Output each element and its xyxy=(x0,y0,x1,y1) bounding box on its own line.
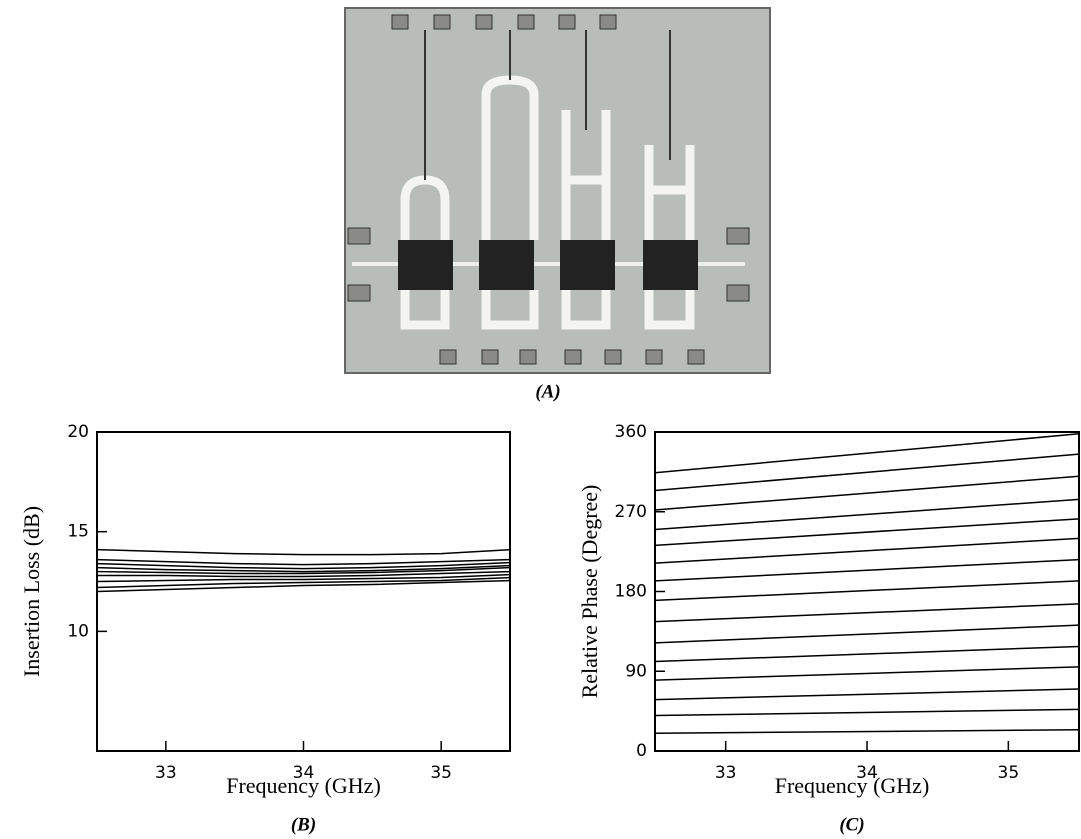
series-line xyxy=(654,666,1080,681)
y-tick-label: 360 xyxy=(615,422,647,442)
series-line xyxy=(96,558,511,566)
y-tick-label: 20 xyxy=(67,422,89,442)
plot-frame xyxy=(96,431,511,752)
series-line xyxy=(654,645,1080,663)
photo-caption: (A) xyxy=(535,381,560,402)
chip-photo xyxy=(344,7,771,374)
x-axis-title: Frequency (GHz) xyxy=(775,773,930,798)
x-axis-title: Frequency (GHz) xyxy=(226,773,381,798)
series-line xyxy=(654,580,1080,602)
series-line xyxy=(654,558,1080,582)
x-tick-label: 34 xyxy=(856,763,878,783)
x-tick-label: 35 xyxy=(998,763,1020,783)
x-tick-label: 34 xyxy=(293,763,315,783)
series-line xyxy=(654,433,1080,474)
series-line xyxy=(654,453,1080,492)
series-line xyxy=(96,564,511,573)
y-axis-title: Insertion Loss (dB) xyxy=(19,506,44,677)
x-tick-label: 33 xyxy=(715,763,737,783)
x-tick-label: 35 xyxy=(430,763,452,783)
y-tick-label: 270 xyxy=(615,502,647,522)
series-line xyxy=(96,579,511,593)
y-tick-label: 180 xyxy=(615,582,647,602)
chart-caption: (C) xyxy=(839,814,864,835)
series-line xyxy=(97,570,511,578)
series-line xyxy=(96,566,511,575)
y-tick-label: 15 xyxy=(67,522,89,542)
y-tick-label: 90 xyxy=(625,661,647,681)
series-line xyxy=(654,728,1080,735)
y-axis-title: Relative Phase (Degree) xyxy=(577,485,602,699)
series-line xyxy=(654,624,1080,644)
series-line xyxy=(654,688,1080,701)
x-tick-label: 33 xyxy=(155,763,177,783)
series-line xyxy=(654,518,1080,547)
series-line xyxy=(96,573,511,583)
series-line xyxy=(654,603,1080,623)
series-line xyxy=(654,475,1080,511)
series-line xyxy=(96,548,511,556)
series-line xyxy=(96,576,511,589)
plot-frame xyxy=(654,431,1080,752)
chart-caption: (B) xyxy=(291,814,316,835)
series-line xyxy=(654,708,1080,717)
series-line xyxy=(654,498,1080,531)
series-line xyxy=(654,537,1080,564)
y-tick-label: 10 xyxy=(67,621,89,641)
series-line xyxy=(96,561,511,570)
y-tick-label: 0 xyxy=(636,741,647,761)
